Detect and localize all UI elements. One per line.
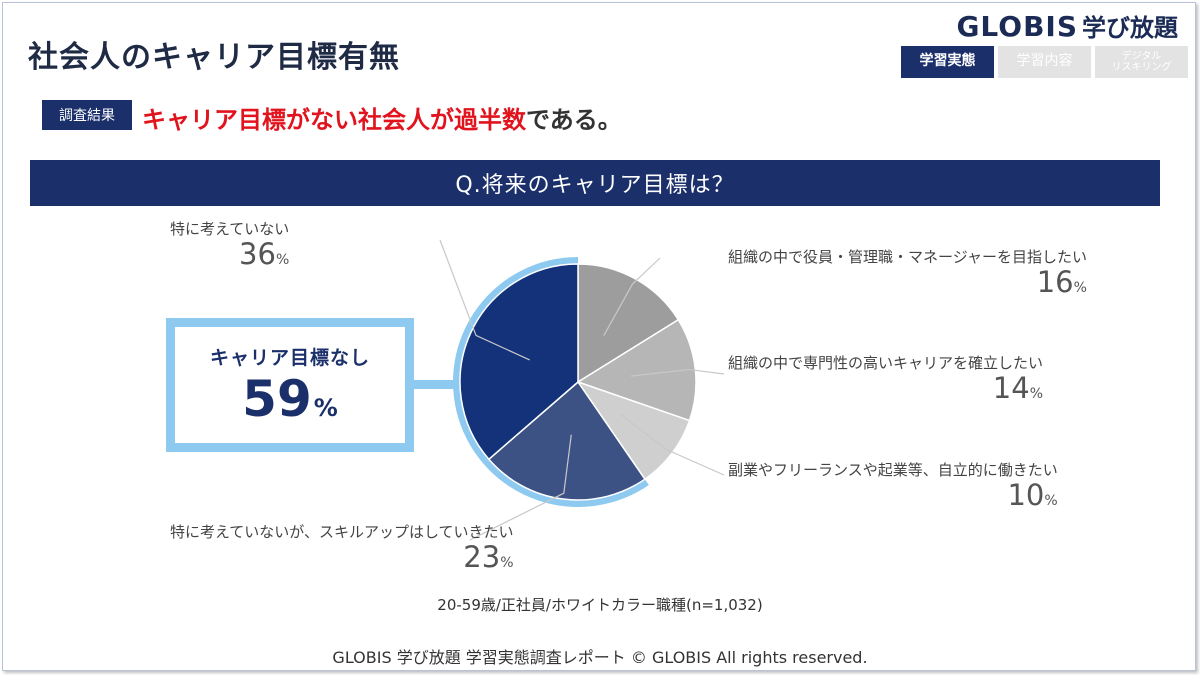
leader-line — [630, 368, 725, 377]
pie-slice — [576, 318, 697, 422]
slice-label-text: 組織の中で専門性の高いキャリアを確立したい — [728, 354, 1044, 372]
pie-slices — [453, 257, 697, 507]
headline: キャリア目標がない社会人が過半数である。 — [142, 100, 622, 135]
leader-lines — [439, 239, 725, 541]
leader-line — [603, 257, 661, 336]
summary-value: 59% — [242, 372, 338, 427]
sample-footnote: 20-59歳/正社員/ホワイトカラー職種(n=1,032) — [437, 596, 763, 614]
section-tabs: 学習実態 学習内容 デジタル リスキリング — [901, 46, 1188, 78]
leader-line — [439, 239, 530, 361]
globis-logo: GLOBIS 学び放題 — [956, 8, 1178, 43]
slice-label-4: 特に考えていない 36% — [170, 218, 289, 271]
summary-unit: % — [313, 394, 338, 422]
summary-connector — [410, 380, 464, 389]
slice-label-text: 特に考えていない — [170, 220, 290, 238]
headline-rest: である。 — [526, 106, 622, 134]
leader-line — [469, 434, 572, 541]
leader-line — [619, 413, 725, 476]
slice-label-value: 16% — [1036, 265, 1087, 299]
slice-label-value: 14% — [992, 371, 1044, 405]
slice-label-text: 組織の中で役員・管理職・マネージャーを目指したい — [728, 248, 1087, 266]
pie-slice — [487, 380, 646, 501]
result-badge: 調査結果 — [42, 100, 132, 130]
page-title: 社会人のキャリア目標有無 — [28, 40, 400, 75]
summary-label: キャリア目標なし — [209, 347, 370, 369]
slice-label-1: 組織の中で専門性の高いキャリアを確立したい 14% — [728, 352, 1043, 405]
slice-label-text: 副業やフリーランスや起業等、自立的に働きたい — [728, 461, 1058, 479]
logo-jp: 学び放題 — [1082, 14, 1178, 42]
tab-digital-reskilling[interactable]: デジタル リスキリング — [1095, 46, 1188, 78]
pie-slice — [459, 263, 579, 461]
logo-en: GLOBIS — [956, 10, 1078, 43]
headline-emphasis: キャリア目標がない社会人が過半数 — [142, 106, 526, 134]
slice-label-value: 23% — [463, 540, 514, 574]
slice-label-text: 特に考えていないが、スキルアップはしていきたい — [170, 523, 514, 541]
pie-slice — [577, 263, 680, 384]
slice-label-2: 副業やフリーランスや起業等、自立的に働きたい 10% — [728, 459, 1058, 512]
summary-number: 59 — [242, 370, 312, 428]
copyright: GLOBIS 学び放題 学習実態調査レポート © GLOBIS All righ… — [332, 648, 868, 667]
slice-label-value: 36% — [239, 237, 290, 271]
pie-slice — [576, 380, 691, 481]
tab-learning-status[interactable]: 学習実態 — [901, 46, 994, 78]
slice-label-3: 特に考えていないが、スキルアップはしていきたい 23% — [170, 521, 514, 574]
slice-label-0: 組織の中で役員・管理職・マネージャーを目指したい 16% — [728, 246, 1087, 299]
question-bar: Q.将来のキャリア目標は？ — [30, 160, 1160, 206]
tab-learning-content[interactable]: 学習内容 — [998, 46, 1091, 78]
summary-box: キャリア目標なし 59% — [166, 318, 414, 452]
slice-label-value: 10% — [1007, 478, 1058, 512]
